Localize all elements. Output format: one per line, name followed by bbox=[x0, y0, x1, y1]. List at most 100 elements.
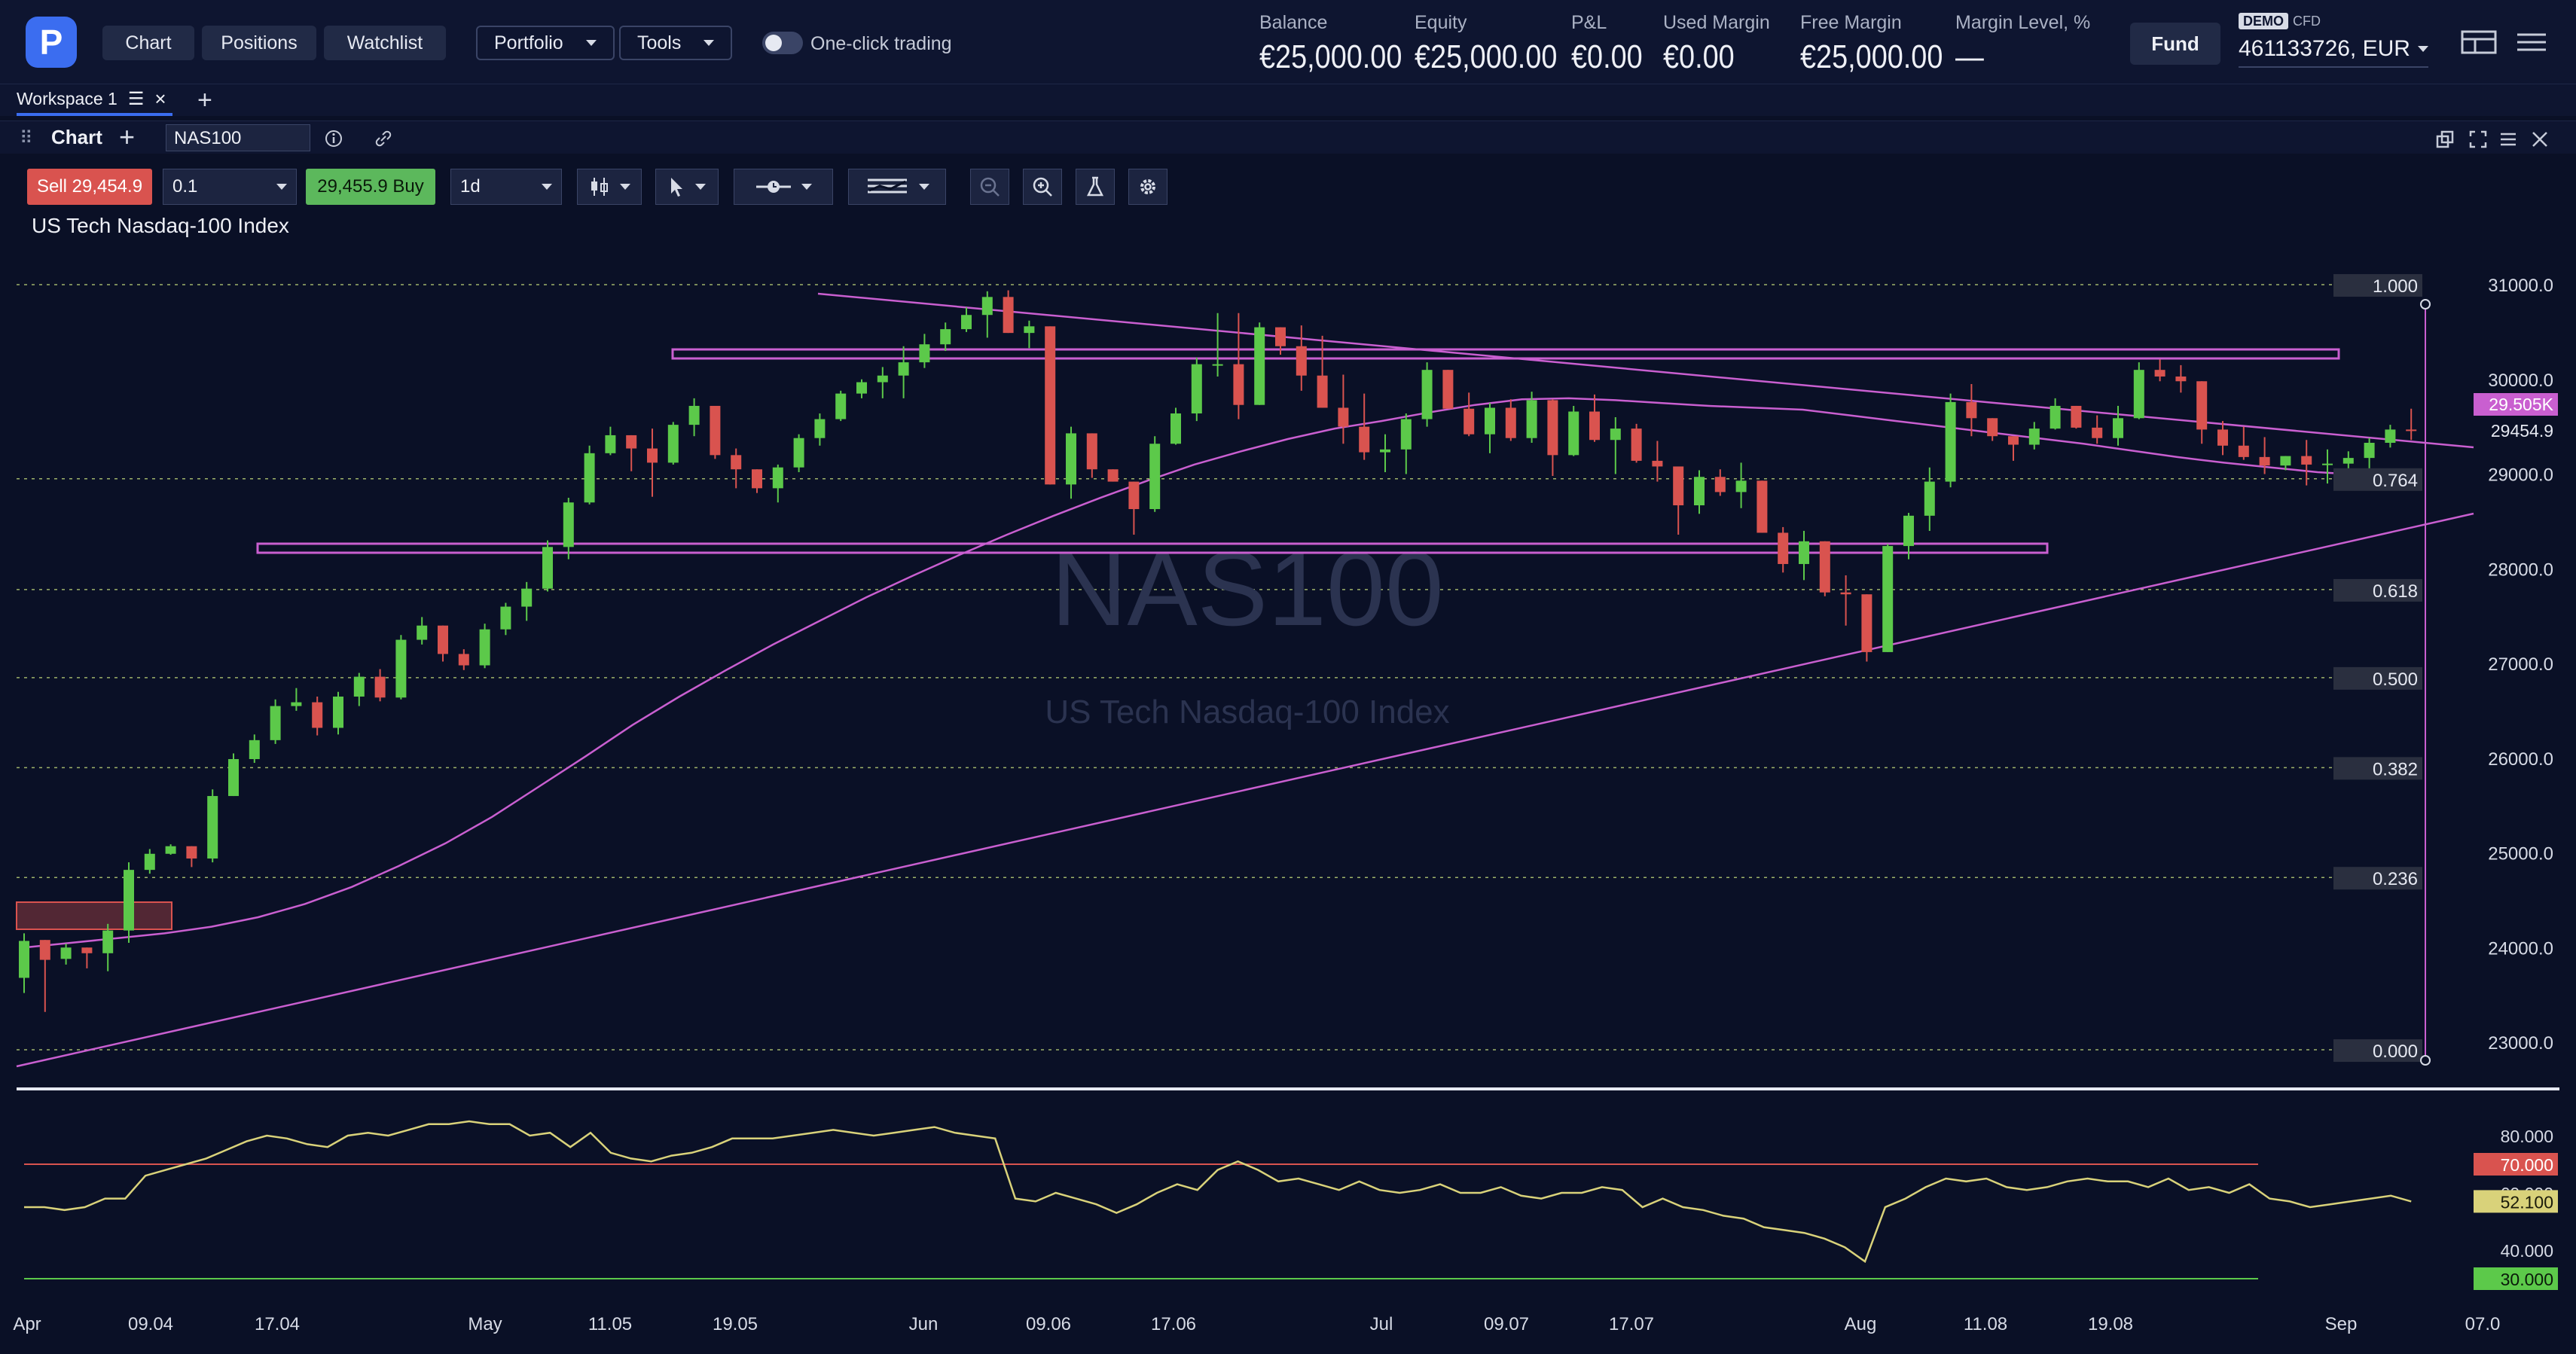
nav-positions-button[interactable]: Positions bbox=[202, 26, 316, 60]
candle-body bbox=[1359, 426, 1370, 453]
add-workspace-icon[interactable]: + bbox=[197, 86, 212, 114]
candle-body bbox=[1485, 407, 1495, 435]
candle-body bbox=[2343, 458, 2354, 464]
zoom-in-button[interactable] bbox=[1023, 169, 1062, 205]
studies-button[interactable] bbox=[1076, 169, 1115, 205]
menu-icon[interactable] bbox=[2513, 27, 2550, 57]
price-tick-label: 30000.0 bbox=[2488, 371, 2553, 391]
date-tick-label: 11.08 bbox=[1964, 1314, 2007, 1334]
date-tick-label: Aug bbox=[1845, 1314, 1877, 1334]
candle-body bbox=[1128, 481, 1140, 510]
candle-body bbox=[2238, 445, 2249, 457]
fund-button[interactable]: Fund bbox=[2130, 23, 2220, 65]
candlesticks bbox=[19, 290, 2417, 1012]
rsi-current-badge bbox=[2474, 1190, 2558, 1213]
rsi-line bbox=[24, 1120, 2412, 1264]
candle-body bbox=[2322, 463, 2333, 465]
fib-label-box bbox=[2333, 1039, 2422, 1063]
cursor-tool-button[interactable] bbox=[655, 169, 719, 205]
quantity-input[interactable]: 0.1 bbox=[163, 169, 297, 205]
menu-icon[interactable] bbox=[2498, 129, 2519, 150]
portfolio-dropdown[interactable]: Portfolio bbox=[476, 26, 615, 60]
workspace-tab[interactable]: Workspace 1 ☰ × bbox=[17, 84, 172, 116]
account-id: 461133726, EUR bbox=[2239, 36, 2410, 61]
candle-body bbox=[2217, 429, 2228, 446]
info-icon[interactable] bbox=[324, 129, 343, 148]
candle-body bbox=[1254, 327, 1265, 405]
free-margin-stat: Free Margin €25,000.00 bbox=[1800, 12, 1966, 76]
last-price-value: 29454.9 bbox=[2491, 421, 2553, 441]
fib-label-box bbox=[2333, 274, 2422, 297]
add-chart-icon[interactable]: + bbox=[119, 121, 136, 152]
tools-dropdown[interactable]: Tools bbox=[619, 26, 733, 60]
balance-stat: Balance €25,000.00 bbox=[1259, 12, 1425, 76]
rsi-indicator: 70.000 30.000 40.000 60.000 80.000 52.100 bbox=[24, 1120, 2558, 1290]
candle-body bbox=[1987, 418, 1998, 437]
candle-body bbox=[1945, 401, 1956, 482]
candle-body bbox=[1045, 326, 1056, 485]
nav-chart-button[interactable]: Chart bbox=[102, 26, 194, 60]
price-axis: 23000.0 24000.0 25000.0 26000.0 27000.0 28000… bbox=[2488, 276, 2553, 1054]
nav-watchlist-button[interactable]: Watchlist bbox=[324, 26, 446, 60]
candle-body bbox=[2133, 370, 2144, 419]
menu-icon[interactable]: ☰ bbox=[127, 88, 145, 109]
candle-body bbox=[417, 625, 428, 640]
one-click-trading-toggle[interactable] bbox=[762, 32, 803, 54]
chart-settings-button[interactable] bbox=[1128, 169, 1167, 205]
chevron-down-icon bbox=[919, 184, 929, 190]
fib-handle-bottom[interactable] bbox=[2420, 1055, 2431, 1066]
close-icon[interactable] bbox=[2529, 129, 2550, 150]
price-tick-label: 31000.0 bbox=[2488, 276, 2553, 296]
candle-body bbox=[1966, 401, 1977, 419]
price-tick-label: 24000.0 bbox=[2488, 938, 2553, 959]
candle-body bbox=[1882, 546, 1894, 652]
instrument-name: US Tech Nasdaq-100 Index bbox=[32, 214, 289, 237]
popout-icon[interactable] bbox=[2434, 129, 2455, 150]
candle-body bbox=[1233, 364, 1244, 405]
drawing-tool-button[interactable] bbox=[734, 169, 833, 205]
drag-handle-icon[interactable]: ⠿ bbox=[20, 128, 33, 148]
workspace-label: Workspace 1 bbox=[17, 88, 118, 108]
sell-button[interactable]: Sell 29,454.9 bbox=[27, 169, 152, 205]
candle-body bbox=[2175, 376, 2187, 382]
rsi-level-badge bbox=[2474, 1153, 2558, 1176]
layout-icon[interactable] bbox=[2460, 27, 2498, 57]
buy-button[interactable]: 29,455.9 Buy bbox=[306, 169, 435, 205]
candle-body bbox=[207, 796, 218, 859]
indicators-button[interactable] bbox=[848, 169, 946, 205]
candle-body bbox=[1861, 594, 1872, 652]
chart-panel-header: ⠿ Chart + NAS100 bbox=[0, 120, 2576, 154]
link-icon[interactable] bbox=[374, 129, 393, 148]
date-tick-label: 17.04 bbox=[255, 1314, 300, 1334]
one-click-trading-label: One-click trading bbox=[810, 33, 952, 54]
candle-body bbox=[1735, 480, 1747, 493]
candlestick-icon bbox=[591, 178, 608, 196]
chevron-down-icon bbox=[542, 184, 552, 190]
timeframe-select[interactable]: 1d bbox=[450, 169, 562, 205]
candle-body bbox=[835, 393, 847, 419]
rsi-level-badge bbox=[2474, 1267, 2558, 1290]
date-tick-label: 11.05 bbox=[588, 1314, 632, 1334]
chart-toolbar: Sell 29,454.9 0.1 29,455.9 Buy 1d bbox=[0, 155, 2576, 217]
candle-body bbox=[353, 676, 365, 697]
candle-body bbox=[877, 375, 888, 383]
chevron-down-icon bbox=[585, 40, 597, 46]
date-tick-label: Apr bbox=[13, 1314, 41, 1334]
close-icon[interactable]: × bbox=[154, 87, 166, 110]
fib-handle-top[interactable] bbox=[2420, 299, 2431, 310]
zoom-out-button[interactable] bbox=[970, 169, 1009, 205]
candle-body bbox=[2406, 429, 2417, 432]
candle-body bbox=[605, 435, 616, 453]
date-tick-label: 09.07 bbox=[1484, 1314, 1529, 1334]
candle-body bbox=[856, 382, 867, 394]
symbol-input[interactable]: NAS100 bbox=[166, 124, 310, 151]
chart-type-button[interactable] bbox=[577, 169, 642, 205]
candle-body bbox=[1296, 346, 1307, 376]
fib-label-box bbox=[2333, 468, 2422, 491]
fullscreen-icon[interactable] bbox=[2468, 129, 2489, 150]
account-selector[interactable]: 461133726, EUR bbox=[2239, 36, 2428, 68]
candle-body bbox=[500, 606, 511, 630]
app-logo[interactable]: P bbox=[26, 17, 77, 68]
candle-body bbox=[2071, 405, 2082, 428]
fib-level-label: 0.236 bbox=[2373, 869, 2418, 889]
